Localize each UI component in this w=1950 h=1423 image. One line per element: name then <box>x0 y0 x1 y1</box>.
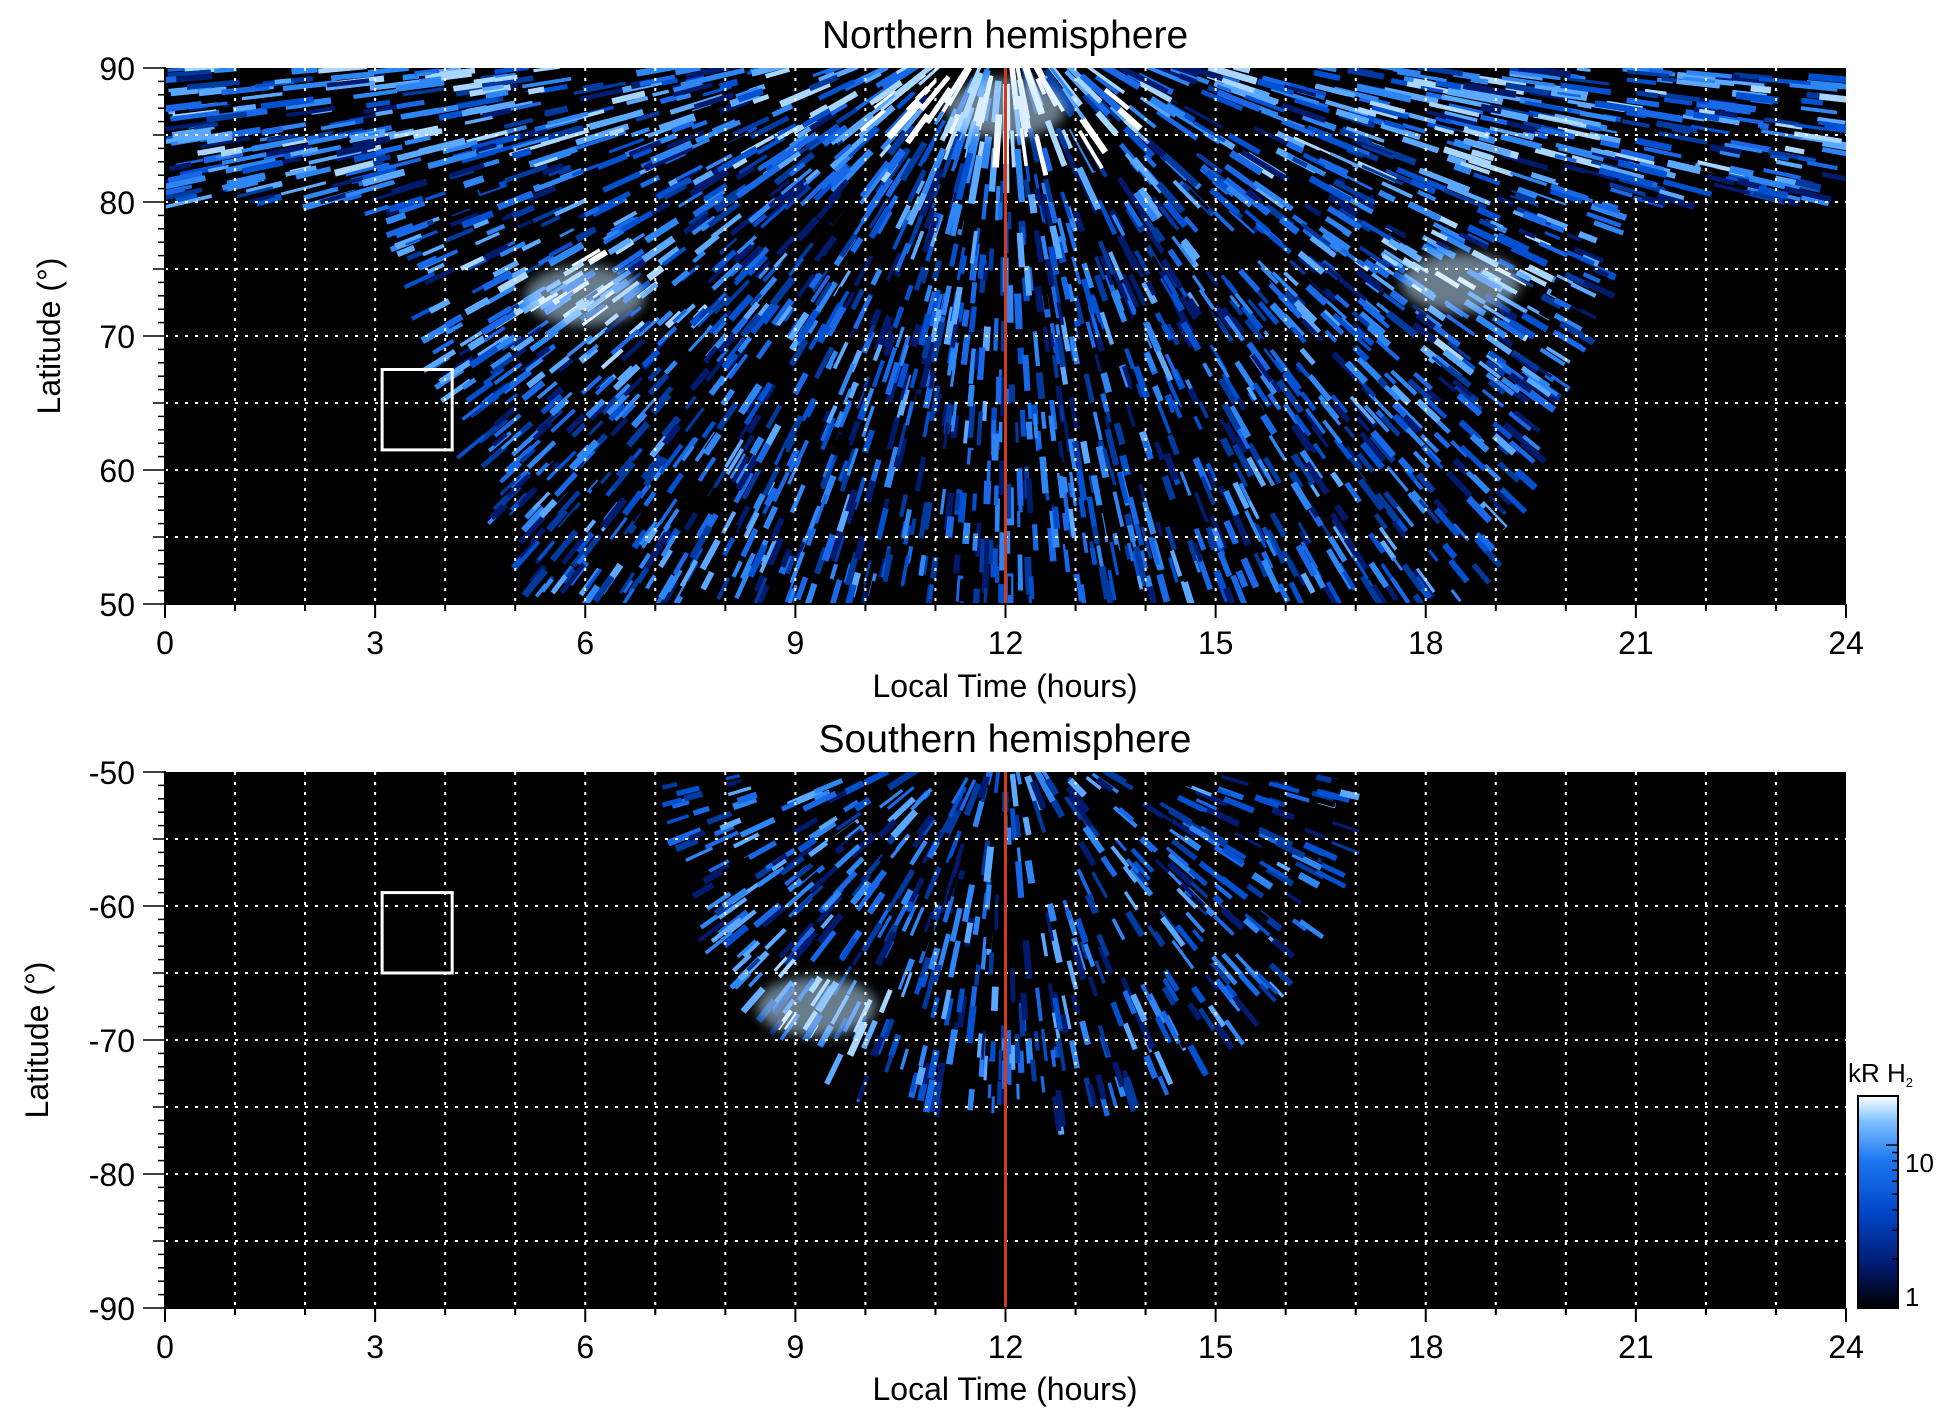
colorbar-tick-label-10: 10 <box>1905 1148 1934 1178</box>
southern-auroral-emission <box>661 772 1360 1135</box>
x-tick-label: 12 <box>988 1329 1024 1365</box>
x-tick-label: 18 <box>1408 625 1444 661</box>
y-tick-label: -70 <box>89 1023 135 1059</box>
northern-panel: Northern hemisphere 0 3 6 9 12 15 18 21 24 50 60 70… <box>31 14 1864 704</box>
colorbar-ticks <box>1886 1095 1898 1309</box>
x-tick-label: 24 <box>1828 625 1864 661</box>
southern-axes: 0 3 6 9 12 15 18 21 24 -90 -80 -70 -60 -50 <box>89 755 1864 1365</box>
x-tick-label: 3 <box>366 1329 384 1365</box>
northern-x-axis-label: Local Time (hours) <box>873 668 1138 704</box>
reference-box <box>380 368 454 452</box>
reference-box <box>380 891 454 975</box>
x-tick-label: 18 <box>1408 1329 1444 1365</box>
y-tick-label: -50 <box>89 755 135 791</box>
colorbar-tick-label-1: 1 <box>1905 1282 1919 1312</box>
x-tick-label: 12 <box>988 625 1024 661</box>
x-tick-label: 15 <box>1198 625 1234 661</box>
x-tick-label: 21 <box>1618 625 1654 661</box>
x-tick-label: 21 <box>1618 1329 1654 1365</box>
x-tick-label: 0 <box>156 625 174 661</box>
x-tick-label: 9 <box>786 625 804 661</box>
northern-axes: 0 3 6 9 12 15 18 21 24 50 60 70 80 90 <box>99 51 1863 661</box>
southern-panel: Southern hemisphere 0 3 6 9 12 15 18 21 24 -90 -80… <box>19 718 1864 1407</box>
northern-y-axis-label: Latitude (°) <box>31 258 67 415</box>
x-tick-label: 6 <box>576 1329 594 1365</box>
x-tick-label: 15 <box>1198 1329 1234 1365</box>
y-tick-label: 70 <box>99 319 135 355</box>
southern-title: Southern hemisphere <box>819 718 1192 761</box>
y-tick-label: 80 <box>99 185 135 221</box>
northern-auroral-emission <box>165 68 1846 604</box>
y-tick-label: 60 <box>99 453 135 489</box>
y-tick-label: 50 <box>99 587 135 623</box>
y-tick-label: -80 <box>89 1157 135 1193</box>
y-tick-label: 90 <box>99 51 135 87</box>
colorbar: kR H2 10 1 <box>1848 1058 1934 1312</box>
southern-y-axis-label: Latitude (°) <box>19 962 55 1119</box>
colorbar-label: kR H2 <box>1848 1058 1913 1090</box>
y-tick-label: -90 <box>89 1291 135 1327</box>
x-tick-label: 9 <box>786 1329 804 1365</box>
x-tick-label: 3 <box>366 625 384 661</box>
y-tick-label: -60 <box>89 889 135 925</box>
southern-x-axis-label: Local Time (hours) <box>873 1371 1138 1407</box>
northern-grid <box>165 68 1846 604</box>
northern-title: Northern hemisphere <box>822 14 1188 57</box>
colorbar-gradient <box>1857 1095 1899 1309</box>
x-tick-label: 24 <box>1828 1329 1864 1365</box>
x-tick-label: 6 <box>576 625 594 661</box>
x-tick-label: 0 <box>156 1329 174 1365</box>
southern-grid <box>165 772 1846 1308</box>
